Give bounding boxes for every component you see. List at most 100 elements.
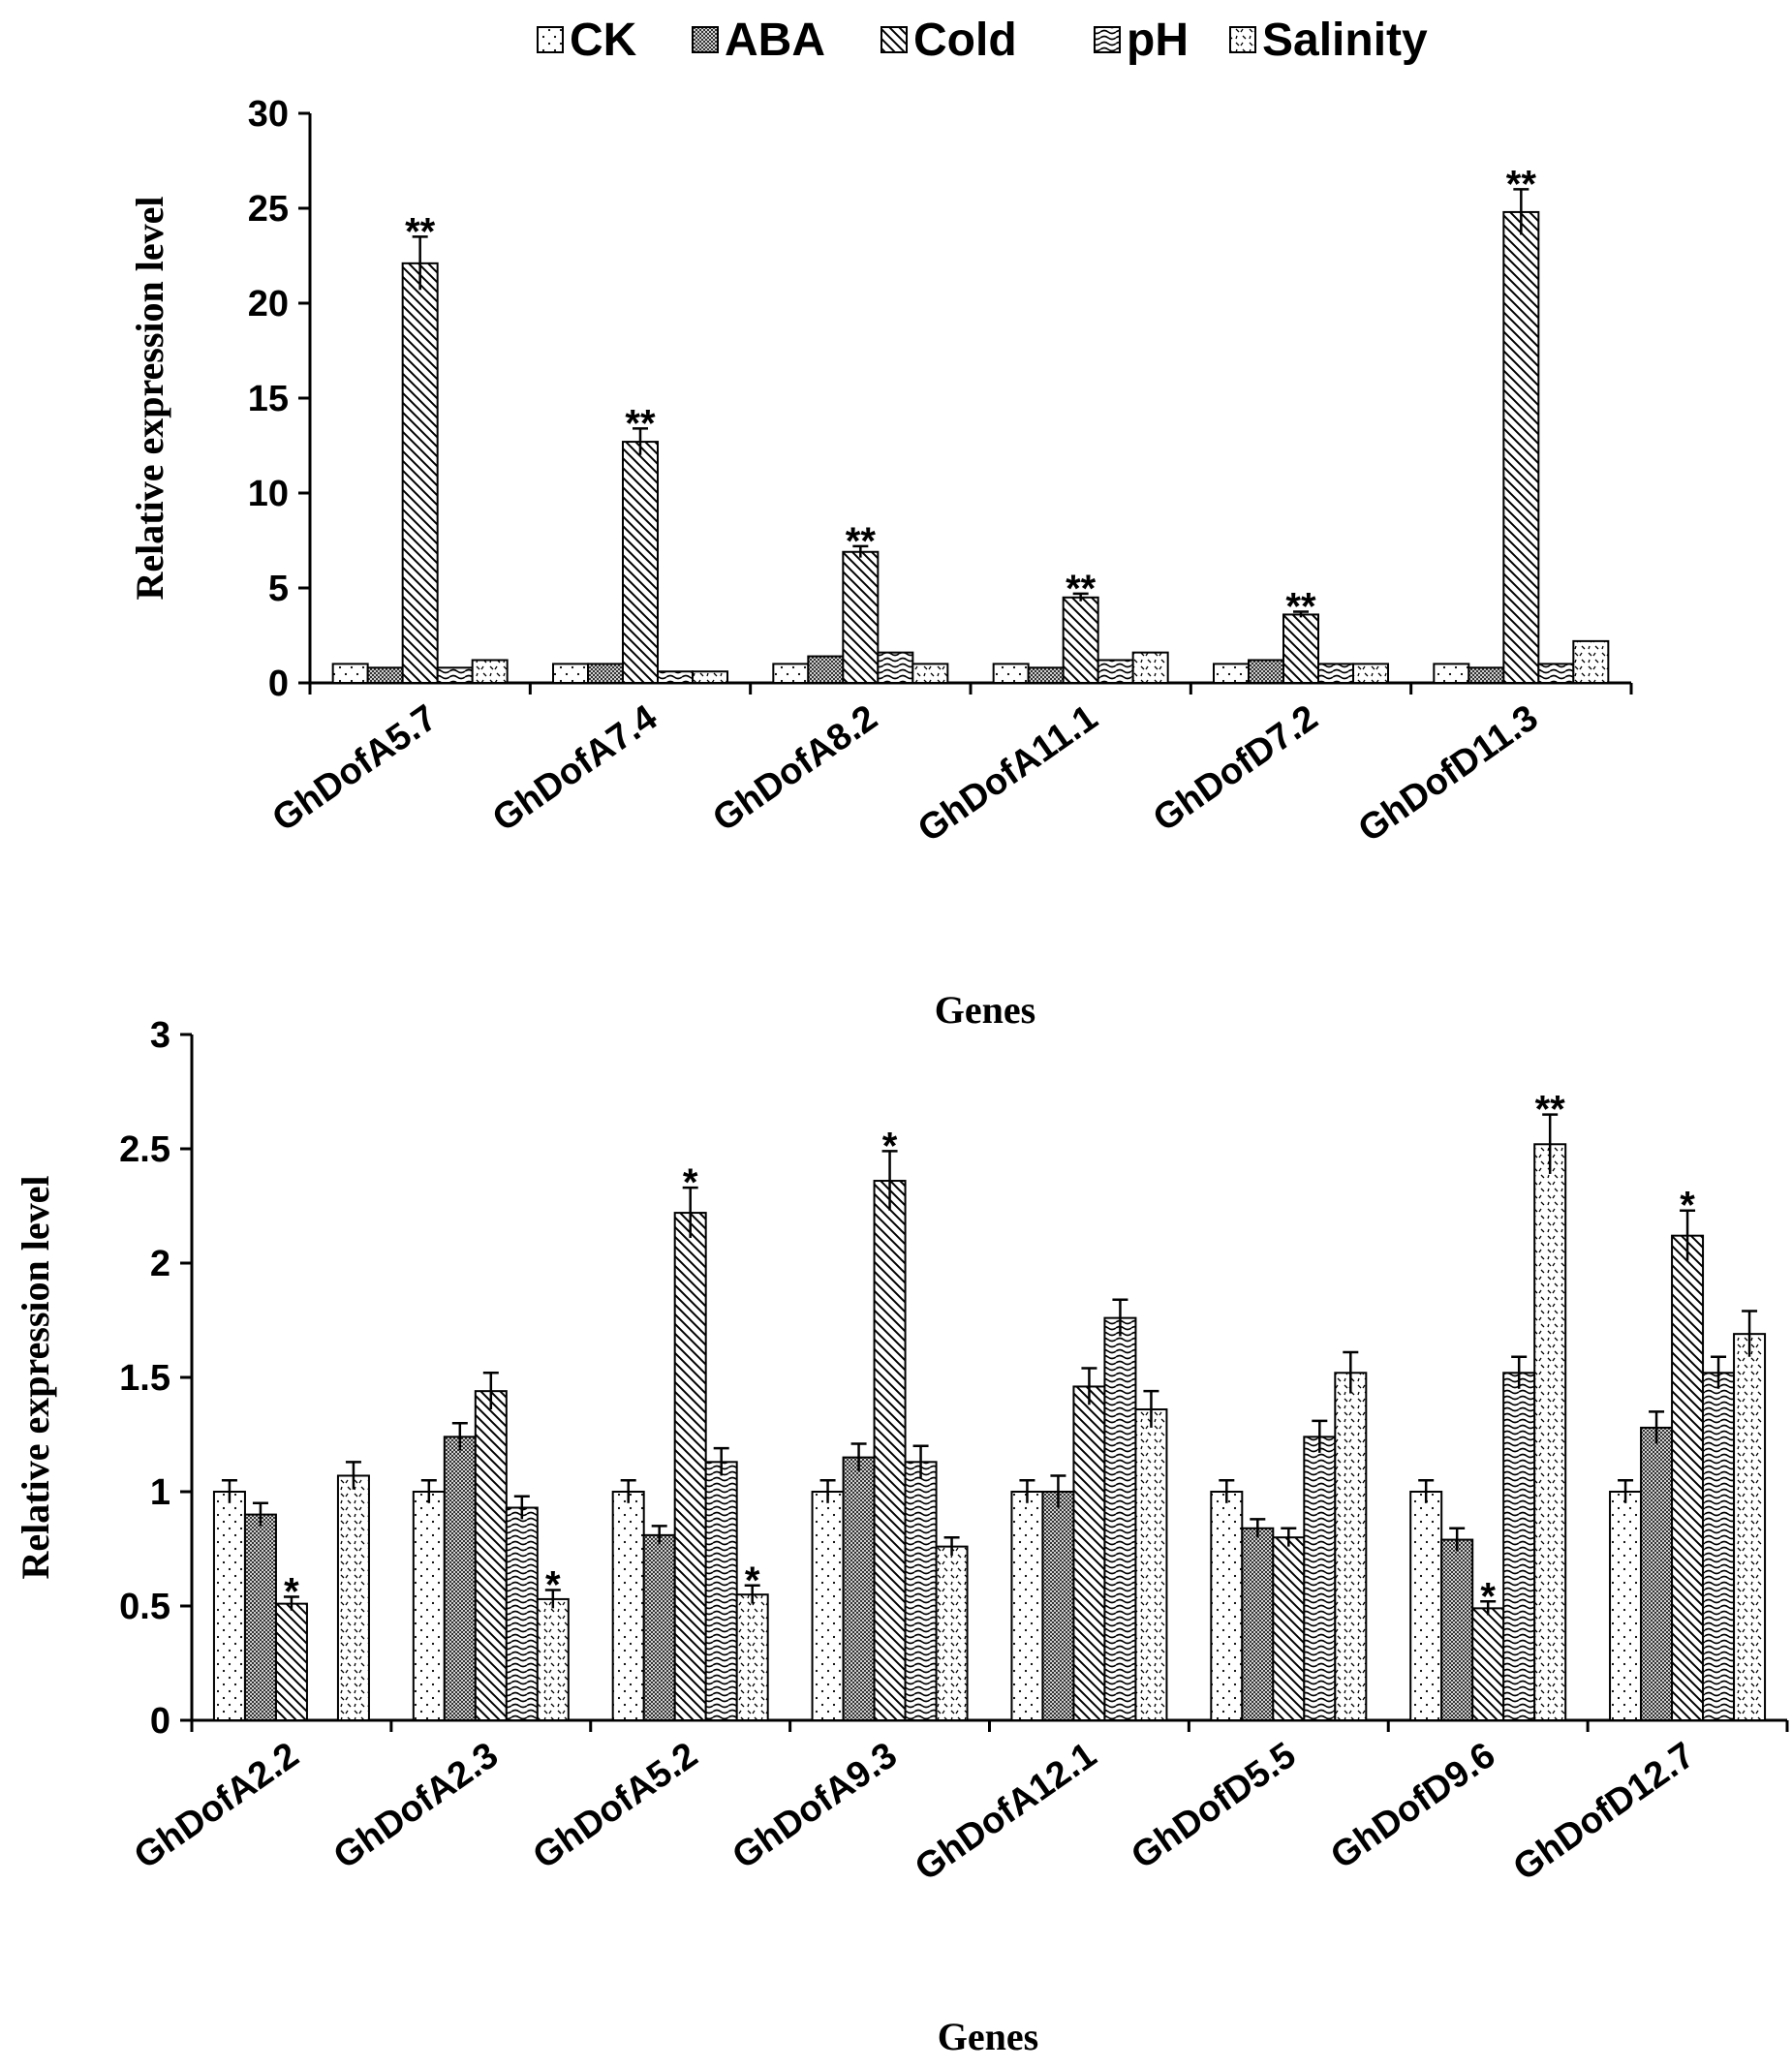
legend-label-ph: pH	[1127, 15, 1189, 66]
bar-salinity-ghdofd11-3	[1572, 639, 1610, 685]
x-tick-label: GhDofD9.6	[1323, 1735, 1502, 1877]
bar-ck-ghdofa5-7	[331, 663, 369, 685]
bar-salinity-ghdofa5-7	[471, 659, 509, 684]
bar-ph-ghdofa5-2	[704, 1461, 738, 1721]
bar-aba-ghdofa8-2	[807, 655, 845, 684]
bar-aba-ghdofa5-7	[366, 666, 404, 685]
bar-ph-ghdofa9-3	[904, 1461, 938, 1721]
significance-marker: **	[625, 402, 656, 445]
bar-ck-ghdofd11-3	[1433, 663, 1470, 685]
significance-marker: **	[1285, 586, 1316, 629]
x-tick-label: GhDofA5.7	[265, 697, 445, 840]
significance-marker: **	[1535, 1089, 1566, 1131]
bar-salinity-ghdofa2-2	[336, 1474, 370, 1721]
bar-ck-ghdofa8-2	[772, 663, 810, 685]
y-tick-label: 1.5	[119, 1358, 170, 1399]
bar-aba-ghdofa7-4	[587, 663, 624, 685]
bar-salinity-ghdofa11-1	[1131, 651, 1169, 685]
y-tick-label: 0.5	[119, 1587, 170, 1627]
bar-aba-ghdofa9-3	[842, 1456, 876, 1721]
bar-cold-ghdofa2-2	[274, 1602, 308, 1722]
bar-aba-ghdofd7-2	[1248, 659, 1284, 684]
x-tick-label: GhDofA12.1	[908, 1735, 1103, 1889]
bar-aba-ghdofd12-7	[1640, 1426, 1674, 1722]
y-tick-label: 2	[150, 1244, 170, 1284]
bar-ph-ghdofa11-1	[1097, 659, 1134, 684]
bar-cold-ghdofa5-7	[401, 262, 439, 684]
bar-cold-ghdofa11-1	[1062, 596, 1099, 684]
legend: CK ABA Cold pH Salinity	[537, 15, 1428, 66]
legend-item-aba: ABA	[692, 15, 825, 66]
x-tick-label: GhDofA5.2	[526, 1735, 705, 1877]
y-tick-label: 25	[248, 189, 289, 230]
y-tick-label: 5	[268, 569, 289, 609]
bar-salinity-ghdofd12-7	[1733, 1333, 1767, 1722]
significance-marker: **	[405, 210, 436, 253]
legend-label-ck: CK	[570, 15, 637, 66]
bar-ph-ghdofa8-2	[877, 651, 914, 685]
bar-ck-ghdofd12-7	[1609, 1491, 1643, 1721]
bar-ph-ghdofd5-5	[1303, 1436, 1337, 1721]
bar-ck-ghdofa2-3	[412, 1491, 446, 1721]
significance-marker: **	[1506, 163, 1537, 205]
bar-cold-ghdofd9-6	[1471, 1607, 1505, 1721]
bar-group-ghdofd7-2	[1213, 610, 1389, 685]
bar-salinity-ghdofa12-1	[1134, 1408, 1168, 1722]
bar-ph-ghdofd7-2	[1317, 663, 1354, 685]
legend-swatch-cold	[881, 26, 908, 53]
y-tick-label: 2.5	[119, 1129, 170, 1170]
bar-group-ghdofd5-5	[1210, 1350, 1368, 1722]
y-tick-label: 20	[248, 284, 289, 324]
x-axis-title: Genes	[935, 988, 1035, 1032]
bar-ck-ghdofd5-5	[1210, 1491, 1244, 1721]
legend-swatch-ck	[537, 26, 564, 53]
significance-marker: **	[846, 520, 877, 563]
bar-cold-ghdofd7-2	[1282, 613, 1319, 684]
bar-cold-ghdofa8-2	[842, 550, 880, 685]
bar-aba-ghdofa12-1	[1041, 1491, 1075, 1721]
bar-aba-ghdofa11-1	[1027, 666, 1065, 685]
significance-marker: *	[284, 1571, 299, 1614]
x-tick-label: GhDofD7.2	[1146, 697, 1325, 840]
bar-aba-ghdofa2-3	[443, 1436, 477, 1721]
bar-salinity-ghdofd7-2	[1352, 663, 1389, 685]
bar-cold-ghdofd12-7	[1671, 1234, 1705, 1722]
bar-aba-ghdofa2-2	[243, 1513, 277, 1721]
bar-cold-ghdofd5-5	[1272, 1536, 1306, 1721]
bar-salinity-ghdofa5-2	[735, 1593, 769, 1721]
significance-marker: *	[745, 1559, 760, 1602]
x-tick-label: GhDofA2.3	[326, 1735, 506, 1877]
y-axis-title: Relative expression level	[14, 1176, 57, 1580]
bar-ph-ghdofd9-6	[1502, 1372, 1536, 1722]
bar-group-ghdofa2-2	[212, 1461, 370, 1722]
y-tick-label: 0	[268, 664, 289, 704]
bar-salinity-ghdofa2-3	[536, 1597, 570, 1722]
significance-marker: *	[683, 1161, 698, 1204]
bar-aba-ghdofd11-3	[1468, 666, 1505, 685]
significance-marker: **	[1066, 568, 1097, 610]
bar-salinity-ghdofd9-6	[1533, 1143, 1567, 1721]
legend-item-cold: Cold	[881, 15, 1017, 66]
legend-label-cold: Cold	[913, 15, 1017, 66]
y-tick-label: 30	[248, 94, 289, 135]
y-tick-label: 3	[150, 1015, 170, 1056]
bar-group-ghdofd11-3	[1433, 188, 1610, 685]
bar-cold-ghdofa5-2	[673, 1212, 707, 1721]
bar-cold-ghdofa7-4	[622, 441, 659, 684]
bar-group-ghdofa8-2	[772, 544, 949, 685]
bar-group-ghdofa5-7	[331, 235, 509, 685]
bar-ck-ghdofa7-4	[552, 663, 589, 685]
bar-cold-ghdofa12-1	[1072, 1385, 1106, 1721]
legend-item-ck: CK	[537, 15, 637, 66]
bar-salinity-ghdofd5-5	[1334, 1372, 1368, 1722]
bar-ck-ghdofd9-6	[1409, 1491, 1443, 1721]
legend-swatch-aba	[692, 26, 719, 53]
legend-item-ph: pH	[1094, 15, 1189, 66]
significance-marker: *	[545, 1563, 561, 1606]
bar-aba-ghdofd5-5	[1241, 1527, 1275, 1722]
x-tick-label: GhDofD5.5	[1125, 1735, 1304, 1877]
bar-ck-ghdofa11-1	[992, 663, 1030, 685]
legend-label-salinity: Salinity	[1262, 15, 1428, 66]
